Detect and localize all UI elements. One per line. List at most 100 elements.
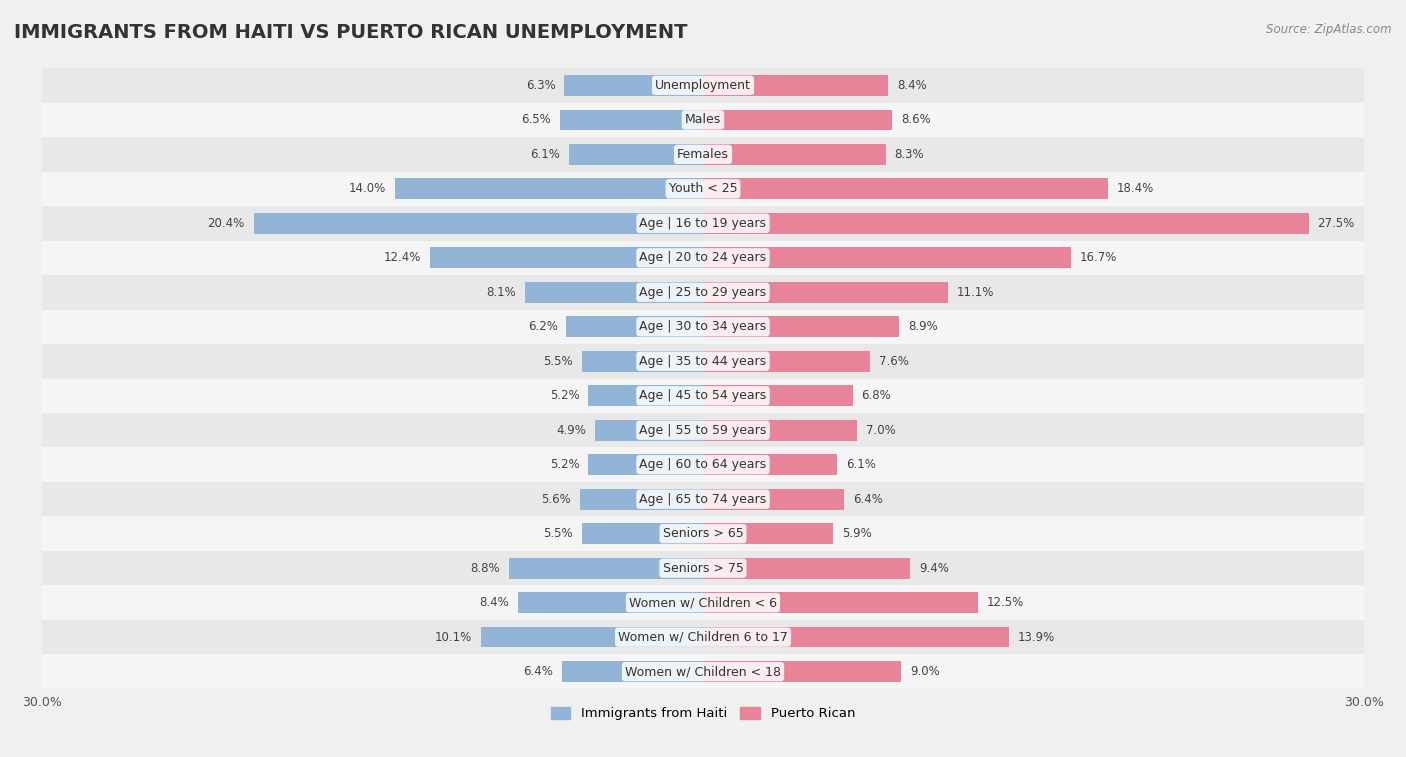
Bar — [42, 585, 1364, 620]
Bar — [42, 344, 1364, 378]
Bar — [395, 179, 703, 199]
Text: 12.4%: 12.4% — [384, 251, 420, 264]
Bar — [42, 206, 1364, 241]
Text: Females: Females — [678, 148, 728, 160]
Text: 4.9%: 4.9% — [557, 424, 586, 437]
Text: Age | 35 to 44 years: Age | 35 to 44 years — [640, 355, 766, 368]
Text: 6.2%: 6.2% — [527, 320, 558, 333]
Text: 7.6%: 7.6% — [879, 355, 910, 368]
Bar — [703, 489, 844, 509]
Text: 8.3%: 8.3% — [894, 148, 924, 160]
Text: 10.1%: 10.1% — [434, 631, 471, 643]
Bar — [517, 592, 703, 613]
Text: 20.4%: 20.4% — [208, 217, 245, 230]
Text: Age | 16 to 19 years: Age | 16 to 19 years — [640, 217, 766, 230]
Text: Women w/ Children 6 to 17: Women w/ Children 6 to 17 — [619, 631, 787, 643]
Bar — [703, 627, 1010, 647]
Bar — [564, 75, 703, 95]
Text: 6.3%: 6.3% — [526, 79, 555, 92]
Text: 6.5%: 6.5% — [522, 114, 551, 126]
Bar — [524, 282, 703, 303]
Text: 9.0%: 9.0% — [910, 665, 939, 678]
Bar — [42, 172, 1364, 206]
Text: 5.5%: 5.5% — [543, 527, 574, 540]
Text: 6.4%: 6.4% — [523, 665, 553, 678]
Text: 6.4%: 6.4% — [853, 493, 883, 506]
Bar — [567, 316, 703, 337]
Text: 14.0%: 14.0% — [349, 182, 385, 195]
Bar — [582, 351, 703, 372]
Text: 8.8%: 8.8% — [471, 562, 501, 575]
Text: Age | 55 to 59 years: Age | 55 to 59 years — [640, 424, 766, 437]
Text: 8.6%: 8.6% — [901, 114, 931, 126]
Bar — [481, 627, 703, 647]
Text: 12.5%: 12.5% — [987, 597, 1025, 609]
Bar — [703, 558, 910, 578]
Bar — [703, 385, 853, 406]
Bar — [595, 420, 703, 441]
Bar — [42, 378, 1364, 413]
Text: 7.0%: 7.0% — [866, 424, 896, 437]
Text: 27.5%: 27.5% — [1317, 217, 1355, 230]
Text: 16.7%: 16.7% — [1080, 251, 1116, 264]
Bar — [42, 310, 1364, 344]
Bar — [703, 351, 870, 372]
Text: 18.4%: 18.4% — [1118, 182, 1154, 195]
Bar — [703, 282, 948, 303]
Text: 8.1%: 8.1% — [486, 286, 516, 299]
Text: 13.9%: 13.9% — [1018, 631, 1056, 643]
Bar — [703, 523, 832, 544]
Bar — [703, 592, 979, 613]
Text: 8.9%: 8.9% — [908, 320, 938, 333]
Text: Women w/ Children < 18: Women w/ Children < 18 — [626, 665, 780, 678]
Bar — [42, 275, 1364, 310]
Text: 5.2%: 5.2% — [550, 458, 579, 471]
Text: 5.2%: 5.2% — [550, 389, 579, 402]
Bar — [703, 110, 893, 130]
Text: Males: Males — [685, 114, 721, 126]
Text: Women w/ Children < 6: Women w/ Children < 6 — [628, 597, 778, 609]
Bar — [42, 447, 1364, 482]
Text: Unemployment: Unemployment — [655, 79, 751, 92]
Bar — [568, 144, 703, 165]
Text: Age | 25 to 29 years: Age | 25 to 29 years — [640, 286, 766, 299]
Bar — [579, 489, 703, 509]
Text: Youth < 25: Youth < 25 — [669, 182, 737, 195]
Bar — [582, 523, 703, 544]
Bar — [42, 413, 1364, 447]
Text: 9.4%: 9.4% — [920, 562, 949, 575]
Text: Seniors > 75: Seniors > 75 — [662, 562, 744, 575]
Text: Age | 60 to 64 years: Age | 60 to 64 years — [640, 458, 766, 471]
Bar — [589, 385, 703, 406]
Text: Age | 30 to 34 years: Age | 30 to 34 years — [640, 320, 766, 333]
Bar — [42, 68, 1364, 103]
Text: Source: ZipAtlas.com: Source: ZipAtlas.com — [1267, 23, 1392, 36]
Bar — [42, 654, 1364, 689]
Bar — [703, 213, 1309, 234]
Bar — [703, 420, 858, 441]
Bar — [562, 662, 703, 682]
Text: 6.8%: 6.8% — [862, 389, 891, 402]
Bar — [703, 316, 898, 337]
Bar — [703, 454, 838, 475]
Bar — [42, 551, 1364, 585]
Text: Age | 65 to 74 years: Age | 65 to 74 years — [640, 493, 766, 506]
Bar — [703, 144, 886, 165]
Text: 6.1%: 6.1% — [846, 458, 876, 471]
Bar — [42, 241, 1364, 275]
Text: 5.9%: 5.9% — [842, 527, 872, 540]
Bar — [430, 248, 703, 268]
Bar — [42, 137, 1364, 172]
Text: 6.1%: 6.1% — [530, 148, 560, 160]
Text: 8.4%: 8.4% — [479, 597, 509, 609]
Bar — [703, 662, 901, 682]
Text: 8.4%: 8.4% — [897, 79, 927, 92]
Bar — [703, 75, 889, 95]
Legend: Immigrants from Haiti, Puerto Rican: Immigrants from Haiti, Puerto Rican — [546, 702, 860, 726]
Bar — [42, 103, 1364, 137]
Bar — [560, 110, 703, 130]
Bar — [703, 179, 1108, 199]
Text: IMMIGRANTS FROM HAITI VS PUERTO RICAN UNEMPLOYMENT: IMMIGRANTS FROM HAITI VS PUERTO RICAN UN… — [14, 23, 688, 42]
Text: 5.5%: 5.5% — [543, 355, 574, 368]
Bar — [42, 516, 1364, 551]
